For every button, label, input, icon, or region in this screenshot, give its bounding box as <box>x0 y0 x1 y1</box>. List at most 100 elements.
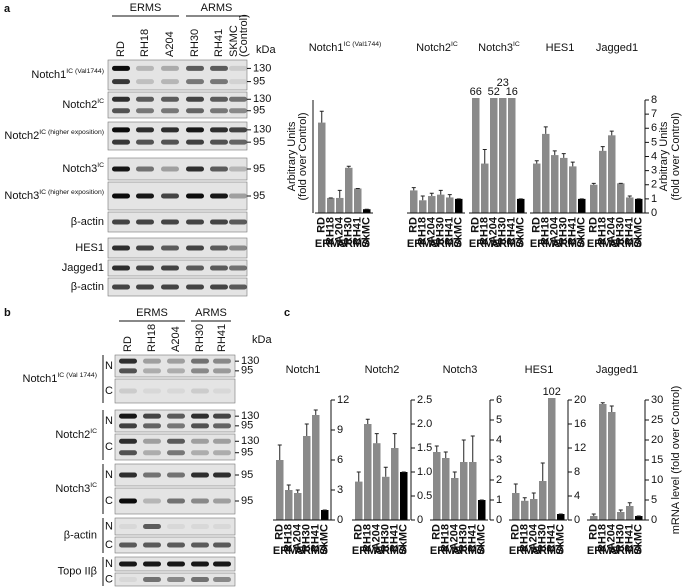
blot-band <box>213 438 231 444</box>
y-tick-label: 4 <box>651 150 657 162</box>
x-tick-label: RH30 <box>497 217 509 245</box>
blot-band <box>167 413 185 419</box>
x-tick-label: RD <box>588 524 600 540</box>
error-bar <box>609 130 614 136</box>
y-tick-label: 1.0 <box>417 466 432 478</box>
blot-band <box>143 413 161 419</box>
blot-band <box>119 542 137 548</box>
blot-strip <box>114 354 236 378</box>
blot-band <box>186 219 204 225</box>
bar <box>635 198 643 213</box>
lane-label: RH30 <box>189 29 201 57</box>
chart-title-sup: IC <box>451 41 458 48</box>
bar <box>626 197 634 213</box>
blot-band <box>229 65 247 71</box>
error-bar <box>337 189 342 198</box>
error-bar <box>452 471 457 478</box>
error-bar <box>438 189 443 195</box>
group-label: ARMS <box>552 238 584 250</box>
bar <box>460 462 468 520</box>
blot-band <box>112 245 130 251</box>
blot-band <box>191 413 209 419</box>
marker-label: 130 <box>253 93 271 105</box>
blot-band <box>186 245 204 251</box>
blot-band <box>136 96 154 102</box>
blot-row-label: Topo IIβ <box>58 565 97 577</box>
chart-title-main: Notch1 <box>309 42 344 54</box>
error-bar <box>627 502 632 506</box>
blot-band <box>143 438 161 444</box>
bar <box>345 167 353 213</box>
blot-row-label-sup: IC (higher exposition) <box>39 189 104 196</box>
blot-band <box>167 368 185 374</box>
fraction-label: C <box>105 573 113 585</box>
blot-band <box>213 450 231 456</box>
blot-band <box>229 284 247 290</box>
y-tick-label: 2 <box>651 179 657 191</box>
blot-band <box>210 193 228 199</box>
blot-row-label: Notch1IC (Val 1744) <box>23 372 98 385</box>
x-tick-label: SkMC <box>633 524 645 555</box>
x-tick-label: A204 <box>426 216 438 243</box>
chart-title: HES1 <box>546 42 575 54</box>
x-tick-label: RH30 <box>458 524 470 552</box>
group-label: ERMS <box>315 238 347 250</box>
group-label: ERMS <box>273 545 305 557</box>
blot-strip <box>114 409 236 433</box>
blot-band <box>112 193 130 199</box>
bar <box>455 198 463 213</box>
marker-label: 95 <box>241 365 253 377</box>
blot-band <box>229 265 247 271</box>
error-bar <box>383 466 388 477</box>
x-tick-label: SkMC <box>633 217 645 248</box>
x-tick-label: RD <box>274 524 286 540</box>
value-label: 16 <box>506 86 518 98</box>
blot-band <box>167 358 185 364</box>
blot-band <box>136 219 154 225</box>
blot-band <box>191 498 209 504</box>
value-label: 66 <box>470 86 482 98</box>
error-bar <box>513 483 518 493</box>
y-tick-label: 0 <box>337 514 343 526</box>
error-bar <box>434 445 439 452</box>
blot-band <box>213 423 231 429</box>
bar <box>433 452 441 520</box>
bar <box>590 516 598 520</box>
blot-band <box>112 166 130 172</box>
blot-band <box>112 79 130 85</box>
fraction-label: C <box>105 441 113 453</box>
bar <box>490 98 498 213</box>
lane-label: RH30 <box>194 324 206 352</box>
bar <box>318 122 326 213</box>
blot-row-label: Jagged1 <box>62 262 104 274</box>
blot-band <box>229 245 247 251</box>
x-tick-label: SkMC <box>476 524 488 555</box>
x-tick-label: RH41 <box>506 217 518 245</box>
group-label: ARMS <box>295 545 327 557</box>
group-label: ERMS <box>469 238 501 250</box>
blot-band <box>136 284 154 290</box>
chart-title-main: Notch2 <box>365 364 400 376</box>
blot-band <box>161 79 179 85</box>
bar <box>469 462 477 520</box>
x-tick-label: RH41 <box>624 524 636 552</box>
blot-strip <box>107 91 248 119</box>
error-bar <box>374 433 379 444</box>
y-tick-label: 12 <box>574 442 586 454</box>
blot-band <box>119 388 137 394</box>
bar <box>354 188 362 213</box>
group-label: ARMS <box>195 307 227 319</box>
chart-title-main: Notch2 <box>416 42 451 54</box>
lane-label: RH41 <box>213 29 225 57</box>
blot-band <box>191 561 209 567</box>
marker-label: 95 <box>241 469 253 481</box>
blot-band <box>161 127 179 133</box>
bar <box>557 514 565 520</box>
bar <box>373 443 381 520</box>
blot-row-label: Notch1IC (Val1744) <box>31 68 104 81</box>
x-tick-label: SkMC <box>453 217 465 248</box>
blot-band <box>191 450 209 456</box>
marker-label: 95 <box>253 163 265 175</box>
error-bar <box>420 195 425 201</box>
